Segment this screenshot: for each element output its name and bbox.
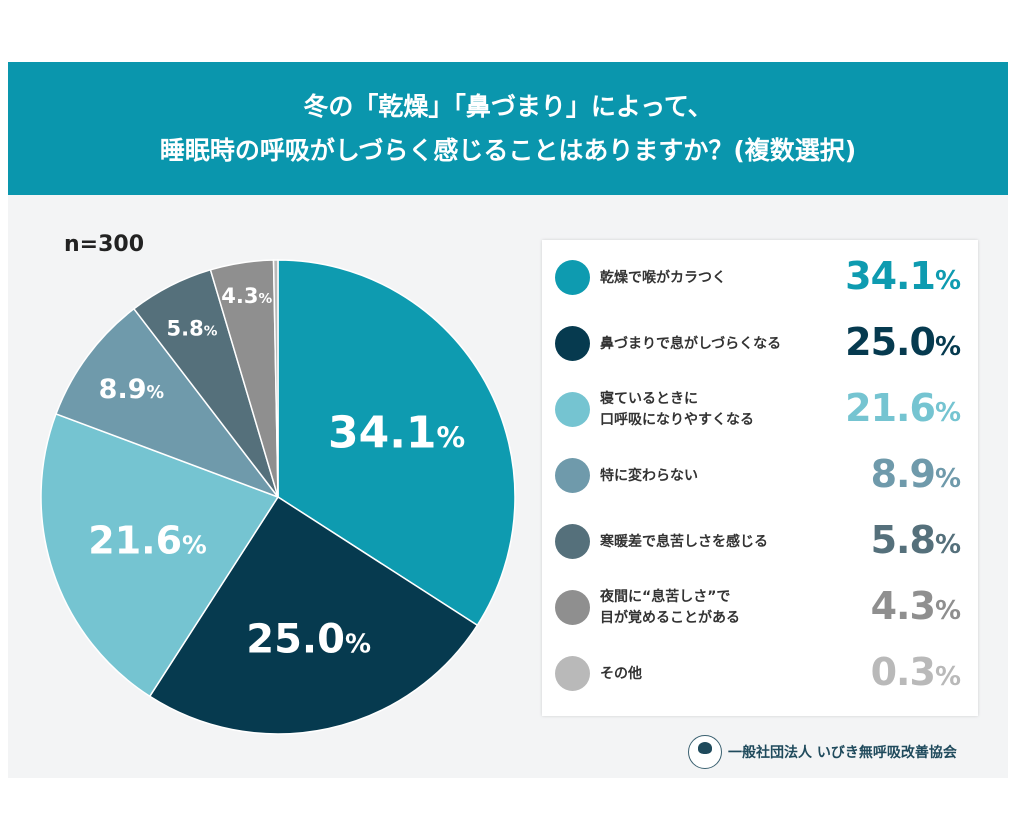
legend-item: 夜間に“息苦しさ”で 目が覚めることがある 4.3% <box>542 578 978 638</box>
legend-label: 特に変わらない <box>600 467 698 484</box>
sample-size: n=300 <box>64 232 145 257</box>
legend-item: 寒暖差で息苦しさを感じる 5.8% <box>542 512 978 572</box>
legend-label: 寒暖差で息苦しさを感じる <box>600 533 768 550</box>
legend-value: 21.6% <box>845 386 961 430</box>
legend-swatch <box>555 590 590 625</box>
infographic-card: 冬の「乾燥」「鼻づまり」によって、 睡眠時の呼吸がしづらく感じることはありますか… <box>8 62 1008 778</box>
slice-label-1: 25.0% <box>246 616 371 662</box>
organization-logo: 一般社団法人 いびき無呼吸改善協会 <box>688 735 957 769</box>
pie-slice-0 <box>277 259 516 627</box>
legend-label: 乾燥で喉がカラつく <box>600 269 726 286</box>
pie-slice-6 <box>272 259 279 498</box>
legend-item: その他 0.3% <box>542 644 978 704</box>
pie-chart: 34.1% 25.0% 21.6% 8.9% 5.8%4.3% <box>40 259 516 735</box>
slice-label-0: 34.1% <box>328 408 465 459</box>
legend-label: その他 <box>600 665 642 682</box>
legend-label: 鼻づまりで息がしづらくなる <box>600 335 782 352</box>
legend-swatch <box>555 656 590 691</box>
legend-swatch <box>555 260 590 295</box>
pie-slice-3 <box>55 307 281 499</box>
slice-label-5: 4.3% <box>221 284 272 308</box>
title-line-1: 冬の「乾燥」「鼻づまり」によって、 <box>303 91 713 121</box>
legend-value: 25.0% <box>845 320 961 364</box>
title-line-2: 睡眠時の呼吸がしづらく感じることはありますか？(複数選択) <box>159 135 857 165</box>
slice-label-2: 21.6% <box>88 519 207 563</box>
legend-value: 8.9% <box>870 452 961 496</box>
logo-icon <box>688 735 722 769</box>
slice-label-4: 5.8% <box>166 316 217 340</box>
pie-slice-2 <box>40 412 280 698</box>
legend-item: 乾燥で喉がカラつく 34.1% <box>542 248 978 308</box>
pie-slice-1 <box>148 495 479 735</box>
chart-title: 冬の「乾燥」「鼻づまり」によって、 睡眠時の呼吸がしづらく感じることはありますか… <box>8 62 1008 195</box>
legend-label: 寝ているときに 口呼吸になりやすくなる <box>600 391 754 428</box>
legend-item: 寝ているときに 口呼吸になりやすくなる 21.6% <box>542 380 978 440</box>
legend-label: 夜間に“息苦しさ”で 目が覚めることがある <box>600 589 740 626</box>
legend-value: 4.3% <box>870 584 961 628</box>
legend-swatch <box>555 458 590 493</box>
legend: 乾燥で喉がカラつく 34.1% 鼻づまりで息がしづらくなる 25.0% 寝ているときに口… <box>542 240 978 716</box>
legend-item: 鼻づまりで息がしづらくなる 25.0% <box>542 314 978 374</box>
legend-value: 5.8% <box>870 518 961 562</box>
legend-value: 34.1% <box>845 254 961 298</box>
legend-swatch <box>555 326 590 361</box>
legend-value: 0.3% <box>870 650 961 694</box>
organization-name: 一般社団法人 いびき無呼吸改善協会 <box>728 745 957 761</box>
slice-label-3: 8.9% <box>99 374 165 405</box>
legend-swatch <box>555 392 590 427</box>
legend-item: 特に変わらない 8.9% <box>542 446 978 506</box>
legend-swatch <box>555 524 590 559</box>
